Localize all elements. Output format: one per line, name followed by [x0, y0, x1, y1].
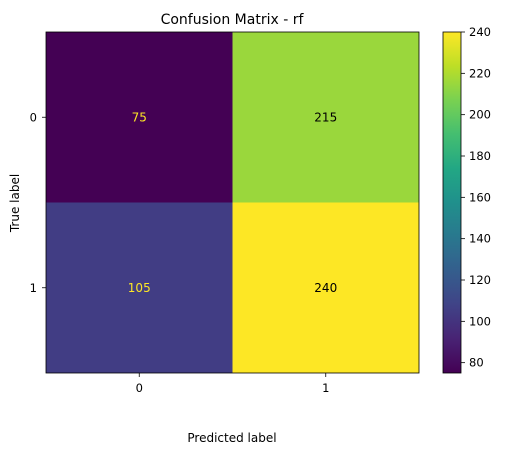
x-tick-label: 0: [136, 381, 143, 395]
heatmap-cell: [46, 32, 233, 203]
y-tick-label: 1: [30, 281, 37, 295]
colorbar-tick-label: 100: [469, 314, 491, 328]
chart-title: Confusion Matrix - rf: [161, 12, 305, 28]
heatmap-cells: 75 215 105 240: [46, 32, 419, 373]
x-tick-label: 1: [322, 381, 329, 395]
colorbar: 80 100 120 140 160 180 200 220 240: [442, 25, 491, 374]
colorbar-tick-label: 180: [469, 149, 491, 163]
colorbar-tick-label: 160: [469, 190, 491, 204]
cell-value-label: 215: [314, 110, 337, 124]
y-axis-ticks: 01: [30, 110, 46, 295]
colorbar-tick-label: 220: [469, 66, 491, 80]
colorbar-tick-label: 200: [469, 108, 491, 122]
heatmap-cell: [232, 202, 419, 373]
heatmap-cell: [46, 202, 233, 373]
colorbar-tick-label: 120: [469, 273, 491, 287]
cell-value-label: 105: [128, 281, 151, 295]
y-axis-label: True label: [8, 174, 22, 233]
colorbar-tick-label: 240: [469, 25, 491, 39]
heatmap-cell: [232, 32, 419, 203]
cell-value-label: 240: [314, 281, 337, 295]
x-axis-label: Predicted label: [187, 431, 276, 445]
cell-value-label: 75: [132, 110, 147, 124]
plot-frame: [45, 31, 420, 374]
y-tick-label: 0: [30, 110, 37, 124]
colorbar-tick-label: 140: [469, 232, 491, 246]
colorbar-gradient: [442, 31, 462, 374]
colorbar-tick-label: 80: [469, 356, 484, 370]
